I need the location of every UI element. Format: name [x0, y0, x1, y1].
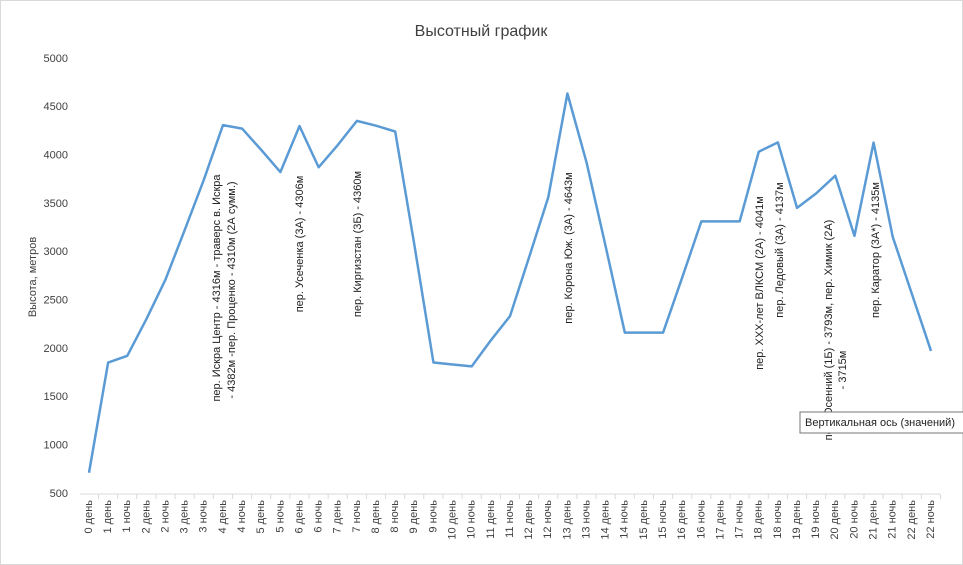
x-tick-label: 12 день — [523, 500, 535, 540]
annotation: пер. Каратор (3А*) - 4135м — [870, 182, 882, 318]
annotation: пер. XXX-лет ВЛКСМ (2А) - 4041м — [754, 196, 766, 370]
x-tick-label: 19 день — [791, 500, 803, 540]
y-tick-label: 4500 — [44, 101, 68, 113]
x-tick-label: 21 день — [867, 500, 879, 540]
x-tick-label: 14 ночь — [619, 500, 631, 539]
x-tick-label: 12 ночь — [542, 500, 554, 539]
x-tick-label: 6 день — [293, 500, 305, 534]
y-tick-label: 2000 — [44, 343, 68, 355]
y-tick-label: 500 — [50, 488, 68, 500]
x-tick-label: 6 ночь — [313, 500, 325, 533]
y-tick-label: 3500 — [44, 198, 68, 210]
x-tick-label: 22 ночь — [925, 500, 937, 539]
x-tick-label: 18 ночь — [772, 500, 784, 539]
x-tick-label: 7 ночь — [351, 500, 363, 533]
x-tick-label: 1 день — [102, 500, 114, 534]
x-tick-label: 10 ночь — [466, 500, 478, 539]
x-tick-label: 19 ночь — [810, 500, 822, 539]
x-tick-label: 1 ночь — [121, 500, 133, 533]
annotation: - 3715м — [837, 351, 849, 390]
tooltip: Вертикальная ось (значений) — [799, 411, 963, 434]
x-tick-label: 5 ночь — [274, 500, 286, 533]
x-tick-label: 8 день — [370, 500, 382, 534]
y-tick-label: 2500 — [44, 295, 68, 307]
x-tick-label: 13 день — [561, 500, 573, 540]
y-tick-label: 3000 — [44, 246, 68, 258]
x-tick-label: 20 ночь — [848, 500, 860, 539]
x-tick-label: 7 день — [332, 500, 344, 534]
tooltip-box — [799, 411, 963, 434]
line-series — [87, 92, 933, 473]
x-tick-label: 18 день — [753, 500, 765, 540]
x-tick-label: 17 день — [714, 500, 726, 540]
y-axis-label: Высота, метров — [27, 237, 39, 317]
x-tick-label: 10 день — [446, 500, 458, 540]
x-tick-label: 15 ночь — [657, 500, 669, 539]
annotation: пер. Усеченка (3А) - 4306м — [294, 176, 306, 313]
x-tick-label: 16 ночь — [695, 500, 707, 539]
annotation: пер. Ледовый (3А) - 4137м — [774, 182, 786, 317]
x-tick-label: 3 ночь — [198, 500, 210, 533]
annotation: пер. Искра Центр - 4316м - траверс в. Ис… — [211, 174, 223, 402]
x-tick-label: 9 ночь — [427, 500, 439, 533]
x-tick-label: 13 ночь — [580, 500, 592, 539]
x-tick-label: 4 день — [217, 500, 229, 534]
x-tick-label: 22 день — [906, 500, 918, 540]
x-tick-label: 0 день — [83, 500, 95, 534]
x-tick-label: 5 день — [255, 500, 267, 534]
x-tick-label: 21 ночь — [887, 500, 899, 539]
annotation: пер. Осенний (1Б) - 3793м, пер. Химик (2… — [823, 220, 835, 441]
annotation: пер. Корона Юж. (3А) - 4643м — [563, 172, 575, 324]
x-tick-label: 4 ночь — [236, 500, 248, 533]
x-tick-label: 11 день — [485, 500, 497, 539]
x-tick-label: 9 день — [408, 500, 420, 534]
x-tick-label: 15 день — [638, 500, 650, 540]
x-tick-label: 17 ночь — [734, 500, 746, 539]
x-tick-label: 2 день — [140, 500, 152, 534]
tooltip-text: Вертикальная ось (значений) — [805, 417, 955, 429]
annotation: - 4382м -пер. Проценко - 4310м (2А сумм.… — [226, 181, 238, 398]
y-tick-label: 5000 — [44, 53, 68, 65]
x-tick-label: 3 день — [179, 500, 191, 534]
x-tick-label: 16 день — [676, 500, 688, 540]
x-tick-label: 14 день — [600, 500, 612, 540]
annotation: пер. Киргизстан (3Б) - 4360м — [352, 171, 364, 317]
x-tick-label: 8 ночь — [389, 500, 401, 533]
x-tick-label: 20 день — [829, 500, 841, 540]
x-tick-label: 11 ночь — [504, 500, 516, 538]
chart-title: Высотный график — [415, 23, 549, 40]
y-tick-label: 1000 — [44, 440, 68, 452]
x-tick-label: 2 ночь — [159, 500, 171, 533]
y-tick-label: 1500 — [44, 391, 68, 403]
y-tick-label: 4000 — [44, 150, 68, 162]
